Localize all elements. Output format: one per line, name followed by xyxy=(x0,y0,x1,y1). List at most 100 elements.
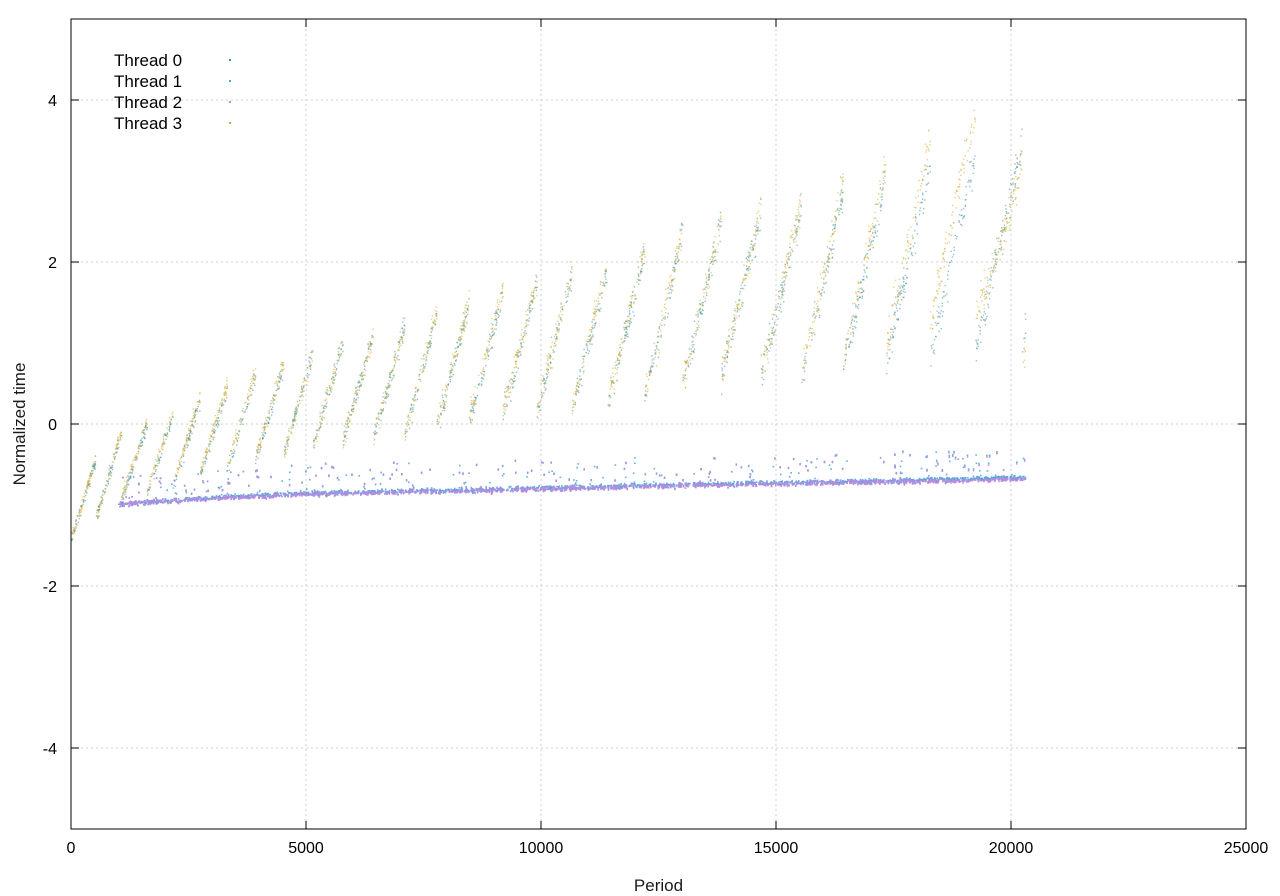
data-point xyxy=(729,482,732,485)
data-point xyxy=(1021,475,1023,478)
data-point xyxy=(332,467,335,469)
data-point xyxy=(258,497,260,499)
data-point xyxy=(472,492,474,494)
data-point xyxy=(182,499,185,501)
data-point xyxy=(978,462,980,465)
data-point xyxy=(661,486,663,489)
data-point xyxy=(892,477,894,480)
data-point xyxy=(266,495,269,498)
data-point xyxy=(927,482,929,484)
data-point xyxy=(426,487,429,489)
data-point xyxy=(559,476,562,479)
data-point xyxy=(666,484,668,486)
data-point xyxy=(395,491,397,494)
data-point xyxy=(994,476,997,479)
data-point xyxy=(919,483,921,486)
data-point xyxy=(187,500,189,503)
data-point xyxy=(905,480,908,483)
data-point xyxy=(244,495,247,498)
data-point xyxy=(942,479,944,482)
data-point xyxy=(388,490,391,493)
data-point xyxy=(440,491,443,494)
data-point xyxy=(646,486,648,488)
data-point xyxy=(823,481,826,484)
data-point xyxy=(741,484,744,486)
data-point xyxy=(300,492,302,494)
data-point xyxy=(301,482,303,484)
data-point xyxy=(954,456,957,459)
data-point xyxy=(307,467,309,469)
data-point xyxy=(242,494,245,496)
data-point xyxy=(478,490,481,492)
data-point xyxy=(216,495,219,498)
data-point xyxy=(829,480,831,483)
data-point xyxy=(607,488,610,490)
data-point xyxy=(964,464,966,467)
data-point xyxy=(221,497,224,500)
data-point xyxy=(834,455,837,457)
data-point xyxy=(270,476,272,479)
data-point xyxy=(809,481,811,484)
data-point xyxy=(652,481,655,483)
data-point xyxy=(934,482,937,484)
data-point xyxy=(852,483,855,485)
data-point xyxy=(294,494,296,497)
data-point xyxy=(492,488,494,490)
data-point xyxy=(902,451,904,454)
data-point xyxy=(534,489,537,491)
data-point xyxy=(1005,479,1008,482)
data-point xyxy=(313,489,316,491)
data-point xyxy=(379,483,382,485)
data-point xyxy=(220,497,223,500)
data-point xyxy=(516,488,519,491)
data-point xyxy=(422,489,425,492)
data-point xyxy=(636,485,639,487)
data-point xyxy=(913,479,916,482)
data-point xyxy=(334,492,337,494)
data-point xyxy=(307,494,310,497)
data-point xyxy=(1024,476,1027,479)
data-point xyxy=(704,486,706,489)
data-point xyxy=(376,493,379,495)
data-point xyxy=(366,494,368,496)
data-point xyxy=(393,461,395,463)
data-point xyxy=(500,487,502,490)
data-point xyxy=(587,489,590,491)
data-point xyxy=(979,477,981,479)
data-point xyxy=(787,467,790,470)
data-point xyxy=(972,477,975,479)
data-point xyxy=(731,482,734,485)
data-point xyxy=(318,493,321,495)
data-point xyxy=(253,493,255,496)
data-point xyxy=(439,488,441,491)
data-point xyxy=(787,480,789,483)
data-point xyxy=(274,495,277,497)
data-point xyxy=(831,481,834,484)
data-point xyxy=(363,483,366,486)
data-point xyxy=(772,483,774,485)
data-point xyxy=(704,484,706,486)
data-point xyxy=(293,493,296,496)
data-point xyxy=(892,480,895,483)
data-point xyxy=(232,497,235,500)
data-point xyxy=(219,496,221,498)
data-point xyxy=(601,486,604,488)
data-point xyxy=(218,487,221,490)
data-point xyxy=(911,480,914,482)
data-point xyxy=(751,470,754,473)
data-point xyxy=(1016,463,1018,465)
data-point xyxy=(640,484,643,487)
data-point xyxy=(680,484,682,487)
data-point xyxy=(735,484,738,486)
data-point xyxy=(1012,478,1014,480)
data-point xyxy=(576,466,578,469)
data-point xyxy=(378,491,380,493)
data-point xyxy=(483,490,485,493)
data-point xyxy=(772,465,775,468)
data-point xyxy=(129,503,132,506)
data-point xyxy=(638,486,641,489)
data-point xyxy=(303,493,306,496)
data-point xyxy=(905,479,908,481)
data-point xyxy=(873,482,876,484)
data-point xyxy=(125,502,128,505)
